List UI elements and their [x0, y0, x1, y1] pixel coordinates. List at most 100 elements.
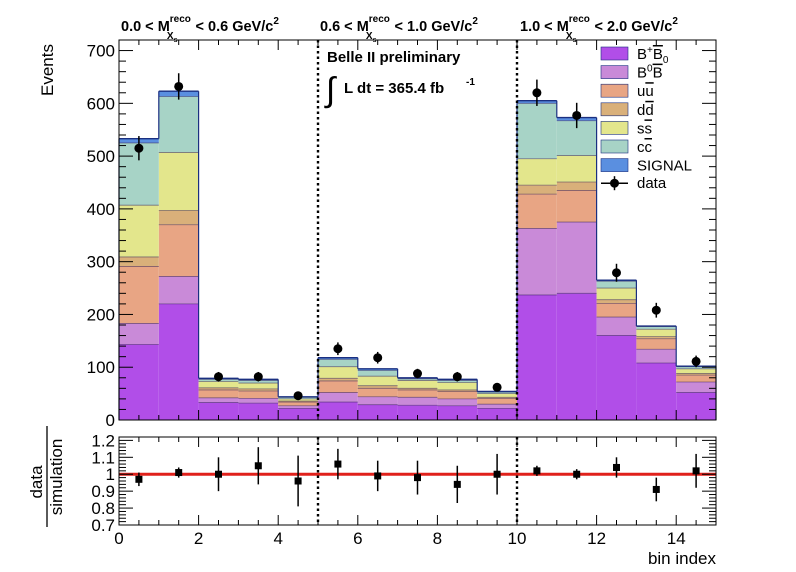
annotation-lumi-exp: -1	[466, 77, 475, 88]
series-uubar	[119, 190, 716, 406]
ratio-y-tick-label: 1.2	[91, 431, 115, 450]
legend-swatch-ssbar	[600, 121, 629, 135]
y-tick-label: 200	[87, 305, 115, 324]
legend-swatch-B0B0bar	[600, 65, 629, 79]
bar-B+B--7	[397, 405, 438, 420]
annotation-title: Belle II preliminary	[327, 49, 461, 66]
legend-label-SIGNAL: SIGNAL	[637, 158, 692, 175]
bar-uubar-12	[596, 303, 637, 318]
legend-swatch-B+B-	[600, 46, 629, 61]
legend-label-data: data	[637, 175, 667, 192]
data-points	[134, 73, 701, 401]
bar-uubar-11	[556, 190, 597, 223]
bar-B+B--6	[357, 404, 398, 420]
bar-ssbar-9	[477, 393, 517, 398]
bar-uubar-4	[278, 402, 318, 406]
bar-B0B0bar-2	[198, 397, 239, 403]
ratio-y-tick-label: 1	[106, 465, 115, 484]
bar-ddbar-13	[636, 336, 677, 339]
y-tick-label: 600	[87, 94, 115, 113]
bar-uubar-8	[437, 391, 478, 399]
bar-ddbar-12	[596, 299, 637, 304]
ratio-point-6	[374, 472, 382, 480]
ratio-point-14	[692, 467, 700, 475]
ratio-point-4	[294, 477, 302, 485]
bar-B0B0bar-5	[318, 392, 358, 403]
legend-label-B0B0bar: B0B	[637, 64, 663, 82]
bar-B0B0bar-14	[676, 382, 716, 393]
bar-B0B0bar-11	[556, 222, 597, 294]
bar-ccbar-5	[318, 359, 358, 367]
y-tick-label: 500	[87, 147, 115, 166]
ratio-point-7	[414, 474, 421, 482]
bar-B0B0bar-7	[397, 397, 438, 406]
series-B0B0bar	[119, 222, 716, 409]
annotation-lumi: L dt = 365.4 fb	[344, 80, 444, 97]
bar-B+B--11	[556, 293, 597, 420]
bar-uubar-14	[676, 375, 716, 382]
x-tick-label: 12	[587, 529, 606, 548]
region-label-1: 0.6 < Mreco Xs < 1.0 GeV/c2	[320, 14, 478, 44]
y-tick-label: 400	[87, 200, 115, 219]
bar-B+B--9	[477, 408, 517, 420]
bar-uubar-1	[158, 224, 199, 277]
bar-ccbar-3	[238, 380, 279, 384]
data-point-12	[612, 268, 621, 278]
bar-ddbar-9	[477, 397, 517, 399]
bar-B+B--0	[119, 344, 159, 420]
ratio-point-13	[652, 485, 660, 493]
ratio-y-tick-label: 1.1	[91, 448, 115, 467]
ratio-point-11	[573, 470, 581, 478]
data-point-2	[214, 372, 223, 382]
ratio-point-2	[215, 470, 222, 478]
bar-B0B0bar-10	[517, 228, 557, 295]
bar-B+B--4	[278, 408, 318, 420]
data-point-3	[253, 372, 263, 382]
bar-ddbar-2	[198, 387, 239, 390]
bar-B0B0bar-13	[636, 349, 677, 363]
series-B+B-	[119, 293, 716, 420]
bar-ssbar-8	[437, 382, 478, 390]
data-point-14	[691, 356, 701, 366]
bar-B0B0bar-4	[278, 405, 318, 409]
data-point-5	[333, 344, 343, 354]
bar-B+B--3	[238, 403, 279, 420]
bar-ddbar-14	[676, 373, 716, 376]
stacked-histogram	[118, 90, 717, 420]
region-labels: 0.0 < Mreco Xs < 0.6 GeV/c2 0.6 < Mreco Xs …	[121, 14, 678, 44]
y-axis-label: Events	[38, 44, 57, 96]
bar-uubar-2	[198, 389, 239, 398]
y-tick-label: 700	[87, 42, 115, 61]
x-tick-label: 4	[273, 529, 282, 548]
bar-ssbar-13	[636, 329, 677, 337]
bar-B0B0bar-0	[119, 323, 159, 345]
bar-B0B0bar-6	[357, 396, 398, 405]
legend-swatch-ddbar	[600, 102, 629, 117]
x-tick-label: 10	[508, 529, 527, 548]
x-tick-label: 14	[667, 529, 686, 548]
bar-ccbar-7	[397, 378, 438, 381]
bar-ccbar-6	[357, 370, 398, 377]
ratio-point-1	[175, 469, 183, 477]
bar-uubar-5	[318, 380, 358, 393]
ratio-y-label-num: data	[27, 465, 46, 499]
bar-ddbar-8	[437, 389, 478, 392]
data-point-7	[413, 369, 422, 379]
region-label-0: 0.0 < Mreco Xs < 0.6 GeV/c2	[121, 14, 279, 44]
ratio-y-label-den: simulation	[47, 439, 66, 516]
y-tick-label: 300	[87, 253, 115, 272]
data-point-0	[134, 143, 144, 153]
ratio-point-9	[493, 470, 501, 478]
x-tick-label: 2	[194, 529, 203, 548]
ratio-point-12	[613, 463, 620, 471]
bar-uubar-13	[636, 338, 677, 350]
bar-ddbar-4	[278, 401, 318, 403]
bar-uubar-0	[119, 266, 159, 324]
bar-ssbar-14	[676, 368, 716, 374]
ratio-point-3	[254, 462, 262, 470]
axes: 0 2 4 6 8 10 12 14 0 100 200 300 400 500 600 700 0.70.80…	[87, 39, 717, 548]
bar-B+B--1	[158, 303, 199, 420]
bar-ccbar-10	[517, 103, 557, 159]
legend-label-uubar: uu	[637, 83, 654, 100]
